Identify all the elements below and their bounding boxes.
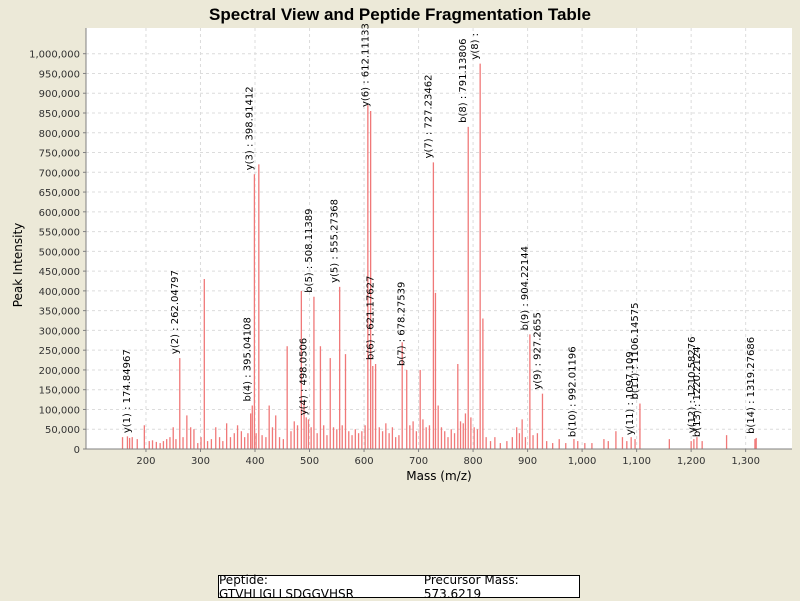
x-axis-ticks: 200 300 400 500 600 700 800 900 1,000 1,100 1,200 1…: [136, 449, 760, 467]
y-tick-label: 150,000: [39, 386, 80, 397]
peak-annotation-label: y(11) : 1097.109: [625, 351, 636, 435]
peak-annotation-label: y(4) : 498.0506: [298, 338, 309, 416]
x-tick-label: 300: [191, 456, 210, 467]
peak-annotation-label: b(8) : 791.13806: [458, 38, 469, 122]
y-tick-label: 250,000: [39, 346, 80, 357]
y-tick-label: 950,000: [39, 69, 80, 80]
peak-annotation-label: y(12) : 1210.58276: [687, 337, 698, 434]
y-tick-label: 1,000,000: [29, 50, 80, 61]
y-tick-label: 600,000: [39, 208, 80, 219]
y-tick-label: 0: [74, 445, 80, 456]
y-tick-label: 800,000: [39, 129, 80, 140]
peak-annotation-label: y(8) :: [470, 33, 481, 60]
peak-annotation-label: y(3) : 398.91412: [244, 86, 255, 170]
y-tick-label: 750,000: [39, 149, 80, 160]
x-tick-label: 400: [245, 456, 264, 467]
peak-annotation-label: b(13) : 1220.2124: [692, 346, 703, 437]
x-tick-label: 1,100: [622, 456, 651, 467]
x-axis-label: Mass (m/z): [406, 469, 471, 483]
peak-annotation-label: b(4) : 395.04108: [242, 317, 253, 401]
y-tick-label: 500,000: [39, 247, 80, 258]
x-tick-label: 600: [354, 456, 373, 467]
y-tick-label: 650,000: [39, 188, 80, 199]
peak-annotation-label: y(9) : 927.2655: [532, 312, 543, 390]
y-tick-label: 200,000: [39, 366, 80, 377]
grid-lines: [86, 28, 792, 449]
peak-annotation-label: y(7) : 727.23462: [423, 75, 434, 159]
x-tick-label: 900: [518, 456, 537, 467]
x-tick-label: 1,000: [568, 456, 597, 467]
y-tick-label: 350,000: [39, 307, 80, 318]
peak-annotation-label: b(6) : 621.17627: [366, 276, 377, 360]
y-tick-label: 50,000: [45, 425, 80, 436]
x-tick-label: 800: [464, 456, 483, 467]
peak-annotation-label: y(2) : 262.04797: [170, 270, 181, 354]
y-axis-label: Peak Intensity: [11, 223, 25, 308]
y-tick-label: 400,000: [39, 287, 80, 298]
precursor-mass: Precursor Mass: 573.6219: [423, 572, 519, 601]
peptide-info-box: Peptide: GTVHLIGLLSDGGVHSR Precursor Mas…: [218, 572, 580, 601]
peak-annotation-label: b(14) : 1319.27686: [746, 337, 757, 434]
x-tick-label: 200: [136, 456, 155, 467]
y-tick-label: 550,000: [39, 228, 80, 239]
peak-annotation-label: b(5) : 508.11389: [304, 208, 315, 292]
x-tick-label: 700: [409, 456, 428, 467]
peak-annotation-label: y(6) : 612.11133: [361, 23, 372, 107]
y-tick-label: 900,000: [39, 89, 80, 100]
y-tick-label: 850,000: [39, 109, 80, 120]
y-tick-label: 300,000: [39, 326, 80, 337]
peak-annotations: y(1) : 174.84967 y(2) : 262.04797 b(4) : 3…: [122, 23, 757, 437]
peak-bars: [121, 63, 757, 449]
y-tick-label: 450,000: [39, 267, 80, 278]
x-tick-label: 1,300: [731, 456, 760, 467]
peak-annotation-label: b(7) : 678.27539: [397, 282, 408, 366]
y-axis-ticks: 0 50,000 100,000 150,000 200,000 250,000 300,0…: [29, 50, 86, 456]
y-tick-label: 700,000: [39, 168, 80, 179]
x-tick-label: 500: [300, 456, 319, 467]
peak-annotation-label: b(9) : 904.22144: [520, 246, 531, 330]
peak-annotation-label: b(10) : 992.01196: [568, 346, 579, 437]
peak-annotation-label: b(11) : 1106.14575: [630, 302, 641, 399]
peptide-sequence: Peptide: GTVHLIGLLSDGGVHSR: [219, 572, 354, 601]
chart-title: Spectral View and Peptide Fragmentation …: [209, 5, 591, 24]
y-tick-label: 100,000: [39, 405, 80, 416]
peak-annotation-label: y(5) : 555.27368: [330, 199, 341, 283]
x-tick-label: 1,200: [677, 456, 706, 467]
peak-annotation-label: y(1) : 174.84967: [122, 349, 133, 433]
